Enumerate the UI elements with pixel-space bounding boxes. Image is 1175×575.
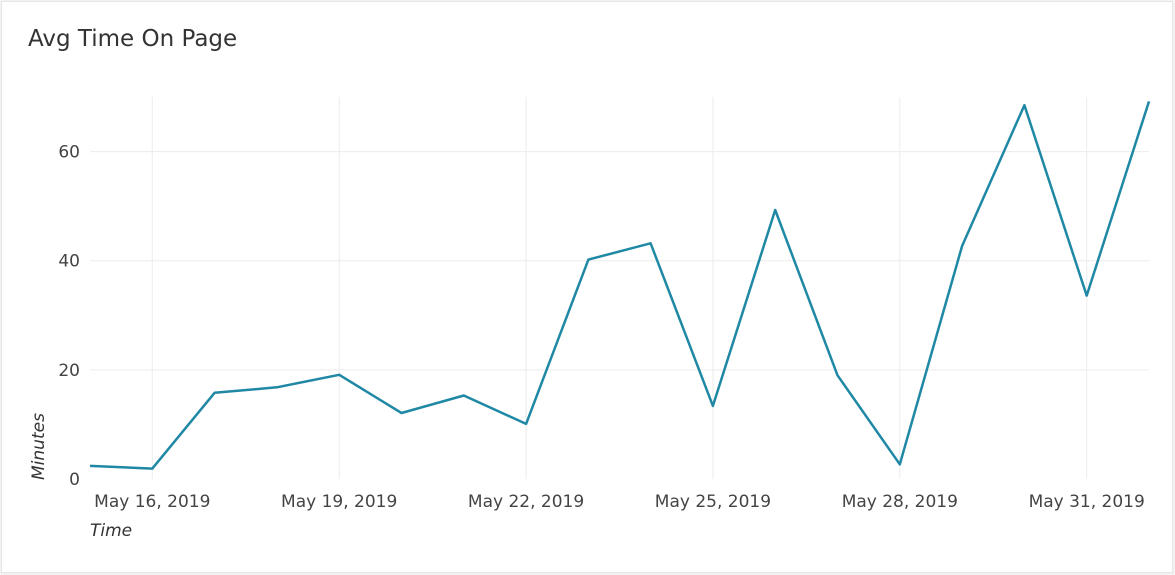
chart-title: Avg Time On Page <box>28 26 238 52</box>
y-tick-labels: 0 20 40 60 <box>58 143 80 490</box>
y-tick-label: 60 <box>58 143 80 163</box>
x-tick-label: May 28, 2019 <box>842 492 958 512</box>
x-tick-labels: May 16, 2019 May 19, 2019 May 22, 2019 May … <box>94 492 1145 512</box>
x-tick-label: May 22, 2019 <box>468 492 584 512</box>
y-tick-label: 20 <box>58 361 80 381</box>
y-axis-title: Minutes <box>29 413 49 480</box>
x-tick-label: May 16, 2019 <box>94 492 210 512</box>
series-line <box>89 101 1151 470</box>
y-tick-label: 0 <box>69 470 80 490</box>
y-tick-label: 40 <box>58 252 80 272</box>
x-tick-label: May 19, 2019 <box>281 492 397 512</box>
grid-lines <box>90 97 1149 479</box>
x-tick-label: May 31, 2019 <box>1029 492 1145 512</box>
x-axis-title: Time <box>90 521 132 541</box>
x-tick-label: May 25, 2019 <box>655 492 771 512</box>
